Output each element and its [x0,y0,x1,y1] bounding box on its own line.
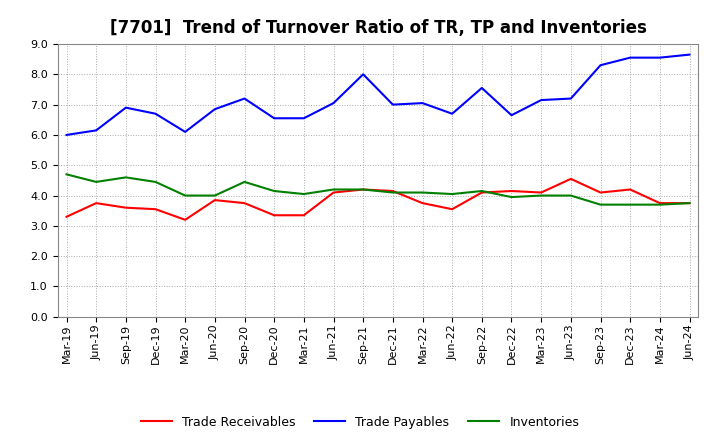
Trade Payables [537,97,546,103]
Inventories [596,202,605,207]
Trade Receivables [596,190,605,195]
Trade Payables [418,100,427,106]
Trade Payables [655,55,664,60]
Trade Receivables [151,206,160,212]
Inventories [507,194,516,200]
Inventories [329,187,338,192]
Trade Receivables [655,201,664,206]
Trade Receivables [62,214,71,220]
Trade Receivables [448,206,456,212]
Trade Payables [300,116,308,121]
Trade Payables [181,129,189,135]
Inventories [655,202,664,207]
Trade Payables [92,128,101,133]
Trade Payables [596,62,605,68]
Trade Payables [62,132,71,138]
Line: Trade Payables: Trade Payables [66,55,690,135]
Trade Receivables [210,198,219,203]
Inventories [685,201,694,206]
Line: Inventories: Inventories [66,174,690,205]
Trade Receivables [389,188,397,194]
Trade Payables [389,102,397,107]
Title: [7701]  Trend of Turnover Ratio of TR, TP and Inventories: [7701] Trend of Turnover Ratio of TR, TP… [109,19,647,37]
Trade Receivables [122,205,130,210]
Inventories [240,179,249,184]
Trade Receivables [418,201,427,206]
Trade Payables [210,106,219,112]
Trade Receivables [685,201,694,206]
Trade Receivables [181,217,189,223]
Trade Receivables [477,190,486,195]
Inventories [210,193,219,198]
Inventories [181,193,189,198]
Trade Payables [626,55,634,60]
Trade Payables [122,105,130,110]
Inventories [477,188,486,194]
Inventories [567,193,575,198]
Trade Receivables [329,190,338,195]
Trade Payables [685,52,694,57]
Trade Payables [270,116,279,121]
Trade Payables [477,85,486,91]
Trade Receivables [567,176,575,182]
Inventories [62,172,71,177]
Inventories [270,188,279,194]
Trade Payables [151,111,160,116]
Inventories [448,191,456,197]
Inventories [122,175,130,180]
Trade Receivables [270,213,279,218]
Trade Receivables [92,201,101,206]
Inventories [151,179,160,184]
Trade Receivables [300,213,308,218]
Trade Payables [448,111,456,116]
Inventories [359,187,367,192]
Trade Payables [567,96,575,101]
Trade Payables [240,96,249,101]
Inventories [300,191,308,197]
Inventories [626,202,634,207]
Trade Receivables [240,201,249,206]
Legend: Trade Receivables, Trade Payables, Inventories: Trade Receivables, Trade Payables, Inven… [135,411,585,434]
Trade Receivables [626,187,634,192]
Trade Receivables [537,190,546,195]
Inventories [92,179,101,184]
Line: Trade Receivables: Trade Receivables [66,179,690,220]
Trade Payables [507,113,516,118]
Trade Payables [359,72,367,77]
Trade Receivables [507,188,516,194]
Inventories [537,193,546,198]
Trade Receivables [359,187,367,192]
Inventories [418,190,427,195]
Trade Payables [329,100,338,106]
Inventories [389,190,397,195]
